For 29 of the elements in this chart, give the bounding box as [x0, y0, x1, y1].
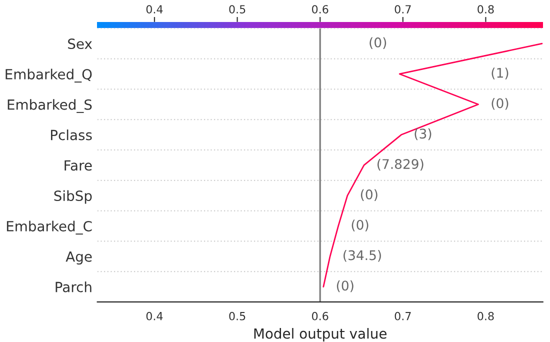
annotation: (7.829)	[377, 158, 424, 171]
y-tick-label: Sex	[68, 38, 92, 50]
y-tick-label: Embarked_Q	[6, 68, 92, 83]
x-tick-label: 0.4	[146, 312, 163, 320]
color-bar-label: 0.6	[312, 5, 328, 14]
color-bar-label: 0.7	[394, 5, 411, 14]
y-tick-label: Age	[66, 252, 92, 265]
annotation: (34.5)	[344, 250, 381, 262]
y-tick-label: Pclass	[51, 130, 92, 140]
color-bar-label: 0.5	[229, 5, 246, 14]
y-tick-label: Embarked_C	[6, 220, 92, 235]
annotation: (1)	[492, 68, 508, 80]
annotation: (3)	[414, 128, 432, 140]
x-tick-label: 0.5	[229, 312, 246, 320]
y-tick-label: Embarked_S	[8, 99, 92, 113]
annotation: (0)	[352, 220, 368, 232]
color-bar-label: 0.8	[478, 5, 494, 14]
y-tick-label: Parch	[56, 282, 92, 292]
annotation: (0)	[492, 98, 508, 110]
color-bar-label: 0.4	[146, 5, 163, 14]
annotation: (0)	[336, 280, 354, 292]
y-tick-label: Fare	[64, 160, 92, 171]
y-tick-label: SibSp	[54, 190, 92, 204]
annotation: (0)	[370, 37, 386, 49]
x-tick-label: 0.7	[394, 312, 411, 320]
annotation: (0)	[360, 189, 378, 201]
x-tick-label: 0.8	[478, 312, 494, 320]
x-tick-label: 0.6	[312, 312, 328, 320]
x-axis-title: Model output value	[254, 328, 386, 342]
